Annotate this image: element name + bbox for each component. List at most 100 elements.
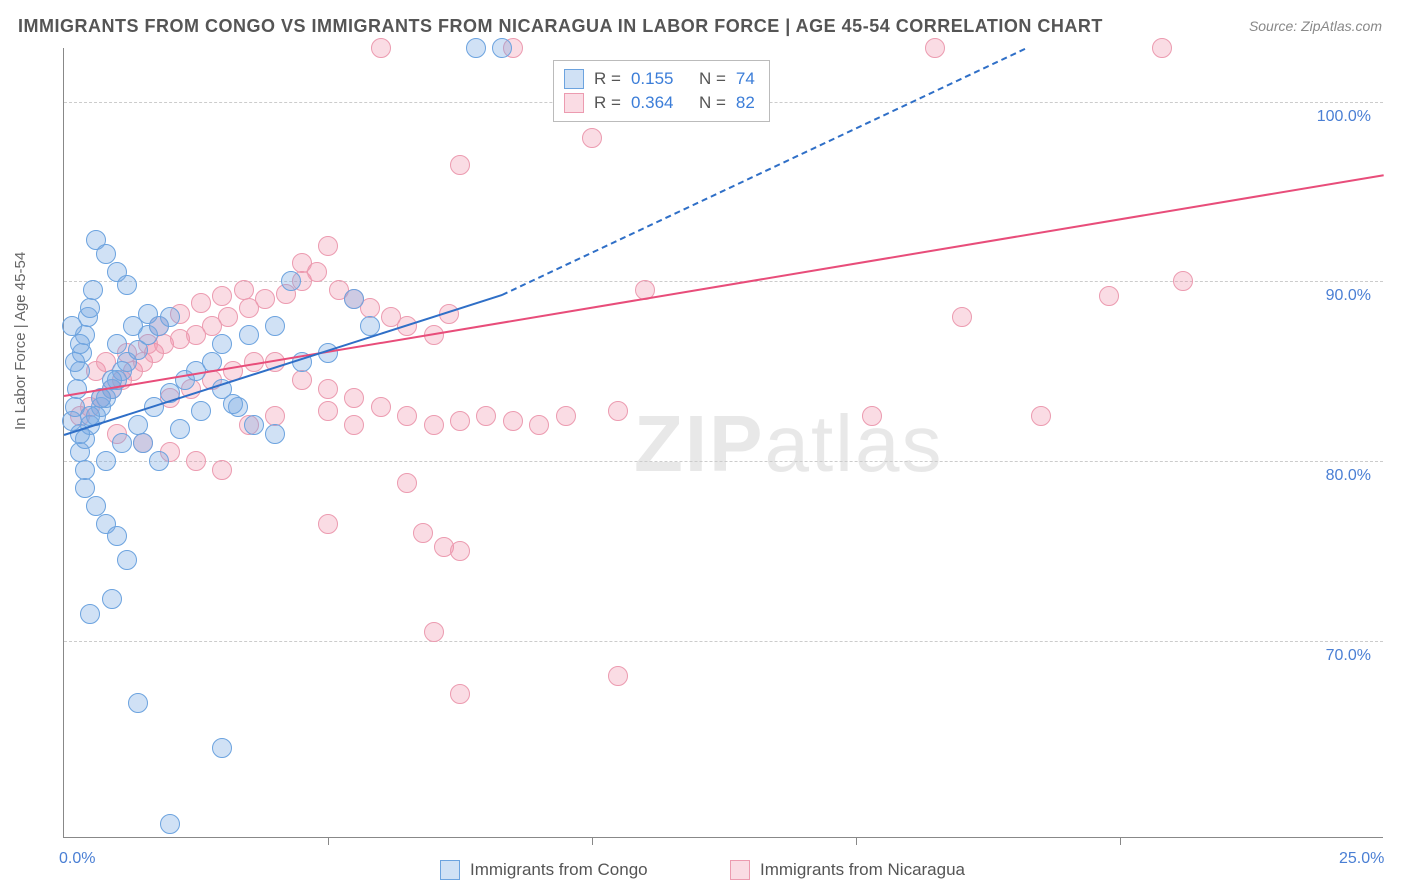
data-point-congo xyxy=(67,379,87,399)
data-point-congo xyxy=(265,424,285,444)
r-label: R = xyxy=(594,93,621,113)
data-point-congo xyxy=(62,316,82,336)
legend-congo: Immigrants from Congo xyxy=(440,860,648,880)
data-point-congo xyxy=(128,693,148,713)
grid-line-h xyxy=(64,461,1383,462)
swatch-congo xyxy=(440,860,460,880)
data-point-congo xyxy=(70,334,90,354)
correlation-chart: IMMIGRANTS FROM CONGO VS IMMIGRANTS FROM… xyxy=(0,0,1406,892)
data-point-congo xyxy=(80,298,100,318)
data-point-nicaragua xyxy=(191,293,211,313)
data-point-congo xyxy=(212,738,232,758)
data-point-nicaragua xyxy=(450,684,470,704)
data-point-nicaragua xyxy=(318,401,338,421)
data-point-congo xyxy=(83,280,103,300)
x-tick xyxy=(1120,837,1121,845)
data-point-congo xyxy=(80,604,100,624)
plot-area: ZIPatlas 70.0% 80.0% 90.0% 100.0% xyxy=(63,48,1383,838)
y-tick-label: 90.0% xyxy=(1326,287,1371,305)
swatch-congo xyxy=(564,69,584,89)
data-point-nicaragua xyxy=(218,307,238,327)
data-point-congo xyxy=(149,451,169,471)
data-point-congo xyxy=(344,289,364,309)
data-point-nicaragua xyxy=(608,666,628,686)
data-point-congo xyxy=(75,478,95,498)
n-label: N = xyxy=(699,69,726,89)
data-point-congo xyxy=(138,304,158,324)
legend-rn-row: R = 0.155 N = 74 xyxy=(564,67,755,91)
y-tick-label: 70.0% xyxy=(1326,647,1371,665)
data-point-nicaragua xyxy=(292,253,312,273)
chart-title: IMMIGRANTS FROM CONGO VS IMMIGRANTS FROM… xyxy=(18,16,1103,37)
data-point-congo xyxy=(96,451,116,471)
data-point-congo xyxy=(160,814,180,834)
data-point-congo xyxy=(107,526,127,546)
x-tick xyxy=(856,837,857,845)
data-point-congo xyxy=(281,271,301,291)
data-point-congo xyxy=(102,589,122,609)
data-point-nicaragua xyxy=(862,406,882,426)
data-point-congo xyxy=(492,38,512,58)
data-point-congo xyxy=(133,433,153,453)
data-point-nicaragua xyxy=(952,307,972,327)
data-point-nicaragua xyxy=(397,406,417,426)
data-point-congo xyxy=(170,419,190,439)
data-point-congo xyxy=(117,550,137,570)
grid-line-h xyxy=(64,641,1383,642)
n-value: 82 xyxy=(736,93,755,113)
data-point-nicaragua xyxy=(1031,406,1051,426)
x-tick xyxy=(592,837,593,845)
legend-nicaragua: Immigrants from Nicaragua xyxy=(730,860,965,880)
legend-rn-box: R = 0.155 N = 74 R = 0.364 N = 82 xyxy=(553,60,770,122)
legend-rn-row: R = 0.364 N = 82 xyxy=(564,91,755,115)
data-point-nicaragua xyxy=(318,514,338,534)
data-point-congo xyxy=(107,334,127,354)
watermark-atlas: atlas xyxy=(764,399,943,488)
data-point-nicaragua xyxy=(608,401,628,421)
swatch-nicaragua xyxy=(730,860,750,880)
data-point-nicaragua xyxy=(255,289,275,309)
data-point-nicaragua xyxy=(371,397,391,417)
data-point-congo xyxy=(160,307,180,327)
x-tick-label: 25.0% xyxy=(1339,850,1384,868)
data-point-nicaragua xyxy=(925,38,945,58)
swatch-nicaragua xyxy=(564,93,584,113)
data-point-nicaragua xyxy=(318,236,338,256)
data-point-nicaragua xyxy=(503,411,523,431)
y-tick-label: 80.0% xyxy=(1326,467,1371,485)
data-point-congo xyxy=(466,38,486,58)
x-tick xyxy=(328,837,329,845)
y-axis-label: In Labor Force | Age 45-54 xyxy=(12,252,29,430)
data-point-congo xyxy=(75,460,95,480)
r-value: 0.364 xyxy=(631,93,689,113)
data-point-congo xyxy=(265,316,285,336)
data-point-congo xyxy=(112,433,132,453)
data-point-nicaragua xyxy=(1152,38,1172,58)
legend-congo-label: Immigrants from Congo xyxy=(470,860,648,880)
y-tick-label: 100.0% xyxy=(1317,108,1371,126)
data-point-congo xyxy=(128,415,148,435)
r-label: R = xyxy=(594,69,621,89)
data-point-congo xyxy=(117,275,137,295)
watermark-zip: ZIP xyxy=(634,399,764,488)
r-value: 0.155 xyxy=(631,69,689,89)
data-point-nicaragua xyxy=(450,541,470,561)
data-point-nicaragua xyxy=(582,128,602,148)
data-point-nicaragua xyxy=(212,460,232,480)
data-point-congo xyxy=(65,352,85,372)
data-point-congo xyxy=(239,325,259,345)
data-point-nicaragua xyxy=(292,370,312,390)
data-point-congo xyxy=(223,394,243,414)
data-point-nicaragua xyxy=(424,622,444,642)
n-value: 74 xyxy=(736,69,755,89)
data-point-nicaragua xyxy=(234,280,254,300)
data-point-congo xyxy=(191,401,211,421)
data-point-nicaragua xyxy=(450,155,470,175)
data-point-congo xyxy=(212,334,232,354)
n-label: N = xyxy=(699,93,726,113)
watermark: ZIPatlas xyxy=(634,398,943,490)
data-point-congo xyxy=(96,244,116,264)
data-point-nicaragua xyxy=(450,411,470,431)
data-point-nicaragua xyxy=(413,523,433,543)
data-point-nicaragua xyxy=(397,473,417,493)
